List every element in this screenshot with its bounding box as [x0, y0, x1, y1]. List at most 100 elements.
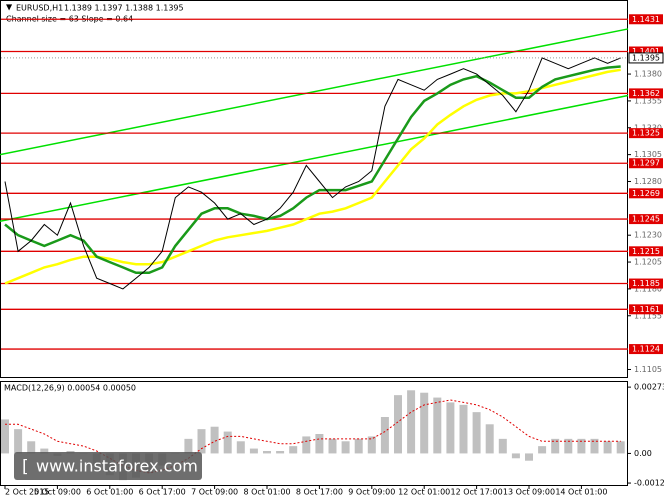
- level-label: 1.1215: [632, 247, 660, 256]
- macd-bar: [27, 441, 36, 454]
- x-tick-label: 12 Oct 01:00: [398, 488, 450, 497]
- x-tick-label: 8 Oct 17:00: [296, 488, 343, 497]
- macd-bar: [315, 434, 324, 454]
- y-tick-label: 1.1105: [634, 365, 662, 374]
- channel-line: [0, 28, 629, 156]
- x-tick-label: 8 Oct 01:00: [243, 488, 290, 497]
- last-price-box: [628, 52, 664, 64]
- level-label: 1.1325: [632, 129, 660, 138]
- macd-bar: [263, 451, 271, 454]
- last-price-label: 1.1395: [632, 53, 660, 62]
- macd-bar: [367, 436, 376, 454]
- level-label: 1.1401: [632, 47, 660, 56]
- macd-bar: [276, 451, 285, 454]
- macd-bar: [184, 438, 193, 454]
- macd-bar: [289, 446, 298, 454]
- watermark: [ www.instaforex.com: [14, 452, 202, 480]
- moving-average: [4, 65, 621, 275]
- header-arrow: ▼: [6, 3, 13, 12]
- symbol: EURUSD,H1: [16, 4, 63, 13]
- watermark-text: www.instaforex.com: [36, 457, 198, 476]
- macd-bar: [603, 441, 612, 454]
- level-label-box: [629, 14, 663, 25]
- macd-bar: [302, 436, 311, 454]
- moving-average: [4, 68, 621, 285]
- macd-bar: [577, 438, 586, 454]
- macd-bar: [249, 448, 258, 454]
- macd-panel: [0, 381, 628, 486]
- level-label-box: [629, 88, 663, 99]
- macd-bar: [616, 441, 625, 454]
- level-label: 1.1297: [632, 159, 660, 168]
- x-tick-label: 5 Oct 09:00: [34, 488, 81, 497]
- macd-tick-label: 0.00: [634, 449, 652, 458]
- quote: 1.1389 1.1397 1.1388 1.1395: [64, 4, 184, 13]
- macd-bar: [459, 404, 468, 454]
- level-label-box: [629, 158, 663, 169]
- x-tick-label: 9 Oct 09:00: [348, 488, 395, 497]
- level-label-box: [629, 344, 663, 355]
- level-label-box: [629, 46, 663, 57]
- y-tick-label: 1.1280: [634, 177, 662, 186]
- x-tick-label: 14 Oct 01:00: [555, 488, 607, 497]
- macd-bar: [485, 424, 494, 454]
- macd-bar: [328, 438, 337, 454]
- x-tick-label: 6 Oct 17:00: [139, 488, 186, 497]
- watermark-bracket: [: [22, 457, 29, 477]
- macd-bar: [420, 392, 429, 454]
- macd-bar: [472, 412, 481, 454]
- y-tick-label: 1.1380: [634, 70, 662, 79]
- macd-bar: [498, 438, 507, 454]
- x-tick-label: 6 Oct 01:00: [86, 488, 133, 497]
- level-label: 1.1431: [632, 15, 660, 24]
- macd-bar: [525, 453, 533, 461]
- macd-bar: [40, 448, 49, 454]
- level-label: 1.1362: [632, 89, 660, 98]
- y-tick-label: 1.1230: [634, 231, 662, 240]
- y-tick-label: 1.1155: [634, 311, 662, 320]
- macd-bar: [380, 417, 389, 454]
- x-tick-label: 2 Oct 2015: [5, 488, 49, 497]
- y-tick-label: 1.1180: [634, 284, 662, 293]
- price-line: [4, 57, 621, 290]
- y-tick-label: 1.1355: [634, 96, 662, 105]
- macd-bar: [446, 402, 455, 454]
- level-label: 1.1269: [632, 189, 660, 198]
- macd-bar: [407, 390, 416, 454]
- macd-bar: [354, 438, 363, 454]
- x-tick-label: 7 Oct 09:00: [191, 488, 238, 497]
- y-tick-label: 1.1330: [634, 123, 662, 132]
- level-label-box: [629, 214, 663, 225]
- macd-bar: [564, 438, 573, 454]
- macd-bar: [394, 395, 402, 454]
- macd-bar: [197, 429, 206, 454]
- x-tick-label: 12 Oct 17:00: [451, 488, 503, 497]
- y-tick-label: 1.1205: [634, 258, 662, 267]
- level-label: 1.1245: [632, 215, 660, 224]
- macd-bar: [551, 438, 560, 454]
- macd-bar: [210, 426, 219, 454]
- y-tick-label: 1.1305: [634, 150, 662, 159]
- macd-bar: [538, 446, 547, 454]
- macd-bar: [236, 441, 245, 454]
- macd-bar: [341, 441, 350, 454]
- macd-title: MACD(12,26,9) 0.00054 0.00050: [4, 384, 136, 393]
- level-label-box: [629, 246, 663, 257]
- macd-bar: [511, 453, 520, 459]
- x-tick-label: 13 Oct 09:00: [503, 488, 555, 497]
- level-label-box: [629, 304, 663, 315]
- macd-tick-label: 0.00273: [634, 383, 664, 392]
- macd-bar: [223, 431, 232, 454]
- level-label: 1.1185: [632, 279, 660, 288]
- channel-line: [0, 94, 629, 222]
- watermark-box: [14, 452, 202, 480]
- macd-bar: [590, 438, 599, 454]
- price-panel: [0, 0, 628, 378]
- level-label: 1.1124: [632, 345, 660, 354]
- level-label-box: [629, 128, 663, 139]
- level-label-box: [629, 188, 663, 199]
- macd-bar: [14, 429, 23, 454]
